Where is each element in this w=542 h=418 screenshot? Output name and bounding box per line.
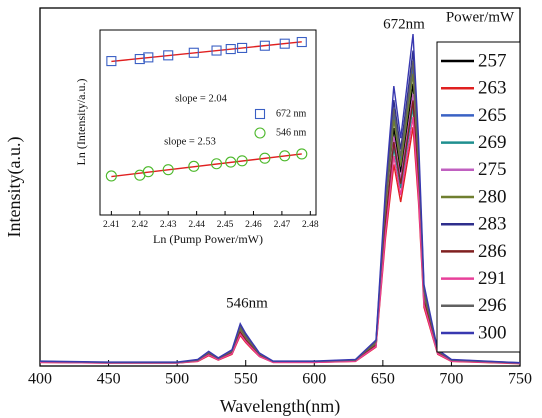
- x-tick-label: 2.48: [302, 220, 319, 230]
- data-point: [259, 152, 271, 164]
- data-point: [296, 148, 308, 160]
- x-axis-label: Ln (Pump Power/mW): [153, 232, 263, 246]
- x-axis-label: Wavelength(nm): [220, 396, 341, 417]
- x-tick-label: 750: [508, 371, 532, 388]
- data-point: [279, 38, 290, 49]
- x-tick-label: 400: [28, 371, 52, 388]
- data-point: [188, 160, 200, 172]
- x-tick-label: 650: [371, 371, 395, 388]
- legend-label: 291: [478, 268, 507, 289]
- fit-line: [111, 41, 302, 63]
- data-point: [225, 156, 237, 168]
- x-tick-label: 2.47: [274, 220, 291, 230]
- data-point: [254, 127, 266, 139]
- legend-label: 286: [478, 241, 507, 262]
- legend-label: 296: [478, 295, 507, 316]
- data-point: [143, 52, 154, 63]
- x-tick-label: 2.46: [245, 220, 262, 230]
- x-tick-label: 500: [165, 371, 189, 388]
- legend-label: 280: [478, 186, 507, 207]
- x-tick-label: 2.42: [131, 220, 148, 230]
- inset-frame: [99, 29, 317, 216]
- data-point: [105, 170, 117, 182]
- data-point: [279, 150, 291, 162]
- legend-label: 672 nm: [276, 108, 307, 119]
- data-point: [163, 50, 174, 61]
- legend-label: 300: [478, 322, 507, 343]
- data-point: [162, 164, 174, 176]
- peak-annotation: 672nm: [383, 16, 425, 32]
- data-point: [210, 158, 223, 170]
- x-tick-label: 700: [439, 371, 463, 388]
- data-point: [237, 42, 248, 53]
- x-tick-label: 2.41: [103, 220, 120, 230]
- y-axis-label: Ln (Intensity/a.u.): [74, 79, 88, 166]
- data-point: [142, 166, 154, 178]
- data-point: [296, 36, 307, 48]
- data-point: [259, 40, 270, 51]
- data-point: [188, 47, 199, 58]
- legend-title: Power/mW: [446, 9, 515, 25]
- x-tick-label: 2.45: [217, 220, 234, 230]
- slope-annotation: slope = 2.04: [175, 93, 227, 104]
- y-axis-label: Intensity(a.u.): [4, 137, 25, 238]
- legend-label: 269: [478, 132, 507, 153]
- peak-annotation: 546nm: [226, 295, 268, 311]
- slope-annotation: slope = 2.53: [164, 136, 216, 147]
- legend-label: 546 nm: [276, 127, 307, 138]
- x-tick-label: 550: [234, 371, 258, 388]
- legend-label: 275: [478, 159, 507, 180]
- x-tick-label: 600: [302, 371, 326, 388]
- x-tick-label: 2.43: [160, 220, 177, 230]
- x-tick-label: 450: [97, 371, 121, 388]
- legend-label: 257: [478, 50, 507, 71]
- data-point: [106, 56, 117, 67]
- data-point: [254, 108, 266, 120]
- x-tick-label: 2.44: [188, 220, 205, 230]
- legend-label: 283: [478, 214, 507, 235]
- data-point: [225, 44, 236, 55]
- spectrum-line: [39, 116, 521, 365]
- legend-label: 265: [478, 105, 507, 126]
- data-point: [236, 155, 248, 167]
- data-point: [211, 45, 222, 56]
- legend-label: 263: [478, 78, 507, 99]
- spectrum-line: [39, 33, 521, 364]
